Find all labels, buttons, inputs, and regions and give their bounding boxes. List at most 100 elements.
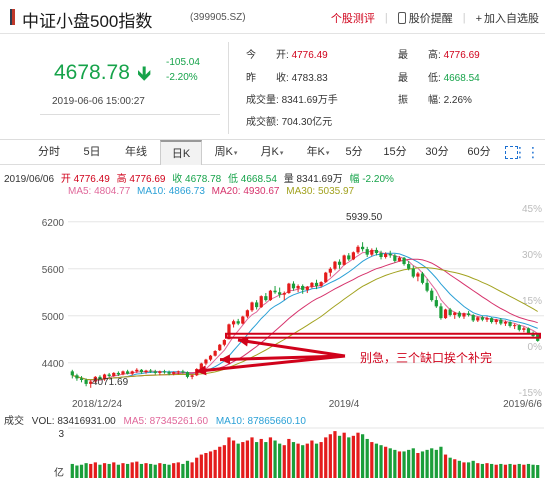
volume-bar bbox=[79, 464, 84, 478]
volume-bar bbox=[250, 437, 254, 478]
volume-bar bbox=[231, 440, 236, 478]
candle-body bbox=[425, 282, 429, 291]
candle-body bbox=[75, 375, 79, 379]
quote-panel: 4678.78 🡻 -105.04 -2.20% 2019-06-06 15:0… bbox=[0, 34, 545, 134]
candle-body bbox=[370, 249, 374, 255]
ma30-value: MA30: 5035.97 bbox=[286, 186, 355, 197]
down-arrow-icon: 🡻 bbox=[137, 63, 152, 85]
more-icon[interactable]: ⋮⋮ bbox=[513, 144, 540, 160]
ma-info-row: MA5: 4804.77 MA10: 4866.73 MA20: 4930.67… bbox=[68, 186, 358, 197]
price-alert-label: 股价提醒 bbox=[408, 13, 453, 25]
tab-weekly-k[interactable]: 周K▾ bbox=[204, 140, 248, 165]
candle-body bbox=[245, 310, 250, 317]
candle-body bbox=[324, 272, 328, 283]
volume-bar bbox=[130, 462, 134, 478]
quote-field-amplitude: 振 幅: 2.26% bbox=[398, 91, 472, 106]
quote-field-prev-close: 昨 收: 4783.83 bbox=[246, 69, 328, 84]
candle-body bbox=[517, 325, 521, 330]
tab-label: 月K bbox=[260, 146, 279, 158]
candle-body bbox=[231, 321, 236, 325]
tab-daily-k[interactable]: 日K bbox=[160, 140, 202, 165]
volume-bar bbox=[301, 445, 305, 478]
volume-bar bbox=[273, 440, 277, 478]
candle-body bbox=[420, 273, 425, 283]
ma10-line bbox=[72, 252, 538, 381]
volume-bar bbox=[208, 451, 213, 478]
divider bbox=[40, 114, 220, 115]
field-value: 2.26% bbox=[443, 95, 472, 106]
volume-bar bbox=[513, 464, 517, 478]
add-watchlist-link[interactable]: + 加入自选股 bbox=[476, 10, 539, 26]
candle-body bbox=[121, 371, 125, 375]
candle-body bbox=[397, 257, 402, 261]
candle-body bbox=[241, 316, 245, 324]
tab-30min[interactable]: 30分 bbox=[418, 140, 456, 165]
vol-value: VOL: 83416931.00 bbox=[31, 416, 116, 427]
candle-body bbox=[153, 371, 157, 373]
tab-15min[interactable]: 15分 bbox=[376, 140, 414, 165]
volume-bar bbox=[397, 451, 402, 478]
tab-label: 年K bbox=[306, 146, 325, 158]
candle-body bbox=[310, 282, 314, 287]
price-change: -105.04 bbox=[166, 57, 200, 68]
candle-body bbox=[181, 371, 185, 373]
low-price-label: 4071.69 bbox=[92, 377, 129, 388]
volume-bar bbox=[135, 461, 139, 478]
gap-annotations: 别急，三个缺口挨个补完 bbox=[195, 332, 541, 376]
candle-body bbox=[208, 355, 213, 360]
candle-body bbox=[204, 359, 208, 364]
tab-yearly-k[interactable]: 年K▾ bbox=[296, 140, 340, 165]
pct-tick-label: 30% bbox=[522, 250, 542, 261]
vol-ma5-value: MA5: 87345261.60 bbox=[123, 416, 209, 427]
volume-bar bbox=[121, 463, 125, 478]
tab-label: 周K bbox=[214, 146, 233, 158]
tab-5min[interactable]: 5分 bbox=[338, 140, 370, 165]
volume-bar bbox=[430, 448, 434, 478]
volume-bar bbox=[195, 457, 199, 478]
tab-intraday[interactable]: 分时 bbox=[28, 140, 70, 165]
gap-band-box bbox=[225, 332, 541, 339]
y-tick-label: 4400 bbox=[42, 359, 65, 370]
volume-bar bbox=[241, 442, 245, 478]
fullscreen-icon[interactable] bbox=[505, 146, 518, 159]
volume-bar bbox=[190, 462, 194, 478]
tab-5day[interactable]: 5日 bbox=[72, 140, 112, 165]
chevron-down-icon: ▾ bbox=[233, 150, 238, 157]
gap-arrow-line bbox=[237, 338, 346, 358]
candle-body bbox=[107, 374, 111, 377]
volume-bar bbox=[365, 438, 369, 478]
field-value: 4776.69 bbox=[443, 50, 480, 61]
candle-body bbox=[89, 381, 93, 384]
volume-bar bbox=[453, 459, 457, 478]
period-tabs: 分时 5日 年线 日K 周K▾ 月K▾ 年K▾ 5分 15分 30分 60分 ⋮… bbox=[0, 139, 545, 165]
divider: | bbox=[384, 12, 388, 24]
tab-60min[interactable]: 60分 bbox=[460, 140, 498, 165]
candle-body bbox=[351, 252, 355, 260]
ma20-value: MA20: 4930.67 bbox=[211, 186, 280, 197]
candle-body bbox=[116, 372, 120, 375]
tab-monthly-k[interactable]: 月K▾ bbox=[250, 140, 294, 165]
rating-link[interactable]: 个股测评 bbox=[330, 13, 375, 25]
divider bbox=[228, 42, 229, 134]
candle-body bbox=[471, 314, 475, 321]
candle-body bbox=[259, 296, 263, 308]
volume-bar bbox=[388, 448, 392, 478]
volume-bar bbox=[420, 451, 425, 478]
x-tick-label: 2019/6/6 bbox=[503, 399, 542, 410]
field-label: 昨 收: bbox=[246, 73, 289, 84]
volume-bar bbox=[291, 442, 296, 478]
candle-body bbox=[264, 296, 268, 301]
field-label: 成交额: bbox=[246, 117, 279, 128]
last-price: 4678.78 bbox=[54, 61, 130, 84]
tab-yearline[interactable]: 年线 bbox=[114, 140, 158, 165]
candle-body bbox=[379, 253, 383, 257]
candle-body bbox=[342, 255, 346, 265]
price-alert-link[interactable]: 股价提醒 bbox=[397, 10, 453, 26]
volume-bar bbox=[125, 463, 130, 478]
volume-bar bbox=[176, 462, 180, 478]
pct-tick-label: -15% bbox=[519, 388, 542, 399]
volume-bar bbox=[319, 442, 323, 478]
candle-body bbox=[172, 372, 176, 374]
field-value: 4776.49 bbox=[291, 50, 328, 61]
